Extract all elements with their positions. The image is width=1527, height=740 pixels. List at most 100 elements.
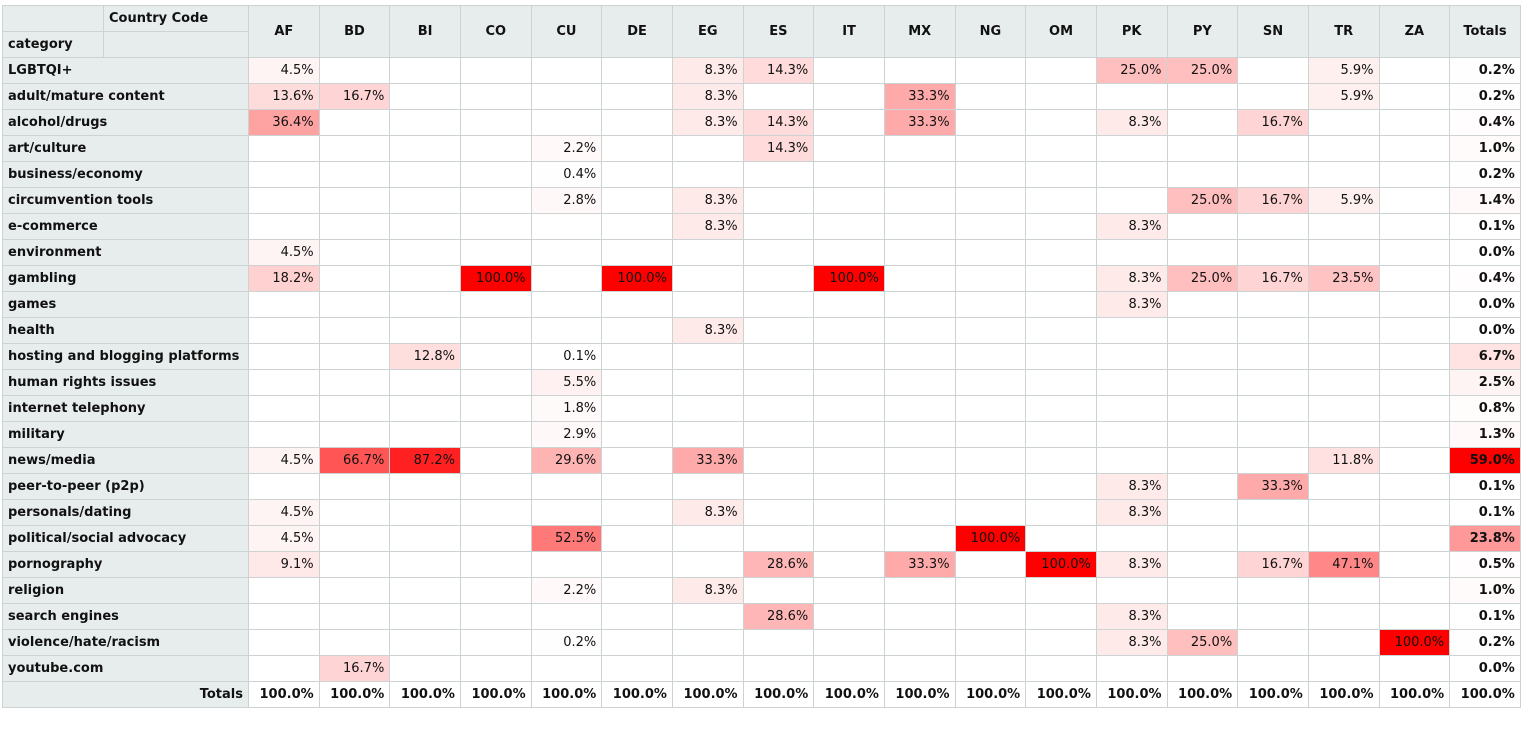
value-cell: 23.8%	[1449, 525, 1521, 552]
value-cell	[389, 421, 461, 448]
value-cell: 28.6%	[742, 551, 815, 578]
value-cell	[459, 135, 532, 162]
value-cell	[671, 265, 744, 292]
value-cell	[459, 551, 532, 578]
value-cell	[1166, 447, 1239, 474]
value-cell	[954, 577, 1027, 604]
value-cell	[248, 291, 320, 318]
value-cell	[1095, 655, 1168, 682]
value-cell	[1166, 551, 1239, 578]
column-header: CU	[530, 5, 603, 58]
value-cell	[1237, 317, 1309, 344]
value-cell	[318, 629, 391, 656]
value-cell	[1307, 395, 1380, 422]
value-cell: 0.8%	[1449, 395, 1521, 422]
value-cell	[389, 655, 461, 682]
value-cell: 0.1%	[530, 343, 603, 370]
value-cell	[1237, 369, 1309, 396]
value-cell	[1307, 161, 1380, 188]
value-cell	[601, 317, 673, 344]
value-cell	[459, 187, 532, 214]
value-cell	[883, 343, 956, 370]
value-cell	[742, 525, 815, 552]
value-cell	[954, 135, 1027, 162]
value-cell	[389, 603, 461, 630]
value-cell	[1237, 291, 1309, 318]
value-cell	[1025, 447, 1097, 474]
value-cell	[742, 421, 815, 448]
value-cell	[248, 161, 320, 188]
value-cell	[318, 291, 391, 318]
total-cell: 100.0%	[601, 681, 673, 708]
value-cell	[742, 291, 815, 318]
value-cell	[459, 109, 532, 136]
row-label: art/culture	[2, 135, 249, 162]
value-cell	[1025, 317, 1097, 344]
value-cell	[671, 421, 744, 448]
value-cell: 0.4%	[530, 161, 603, 188]
value-cell	[1166, 499, 1239, 526]
value-cell	[954, 109, 1027, 136]
column-header: Totals	[1449, 5, 1521, 58]
value-cell	[1025, 655, 1097, 682]
value-cell	[601, 603, 673, 630]
value-cell	[530, 473, 603, 500]
value-cell	[1025, 421, 1097, 448]
value-cell	[601, 395, 673, 422]
value-cell	[1166, 421, 1239, 448]
pivot-table: Country Code AF BD BI CO CU DE EG ES IT MX NG OM PK PY…	[2, 5, 1521, 708]
value-cell	[459, 499, 532, 526]
value-cell	[318, 317, 391, 344]
value-cell: 12.8%	[389, 343, 461, 370]
value-cell	[1166, 317, 1239, 344]
value-cell	[742, 213, 815, 240]
value-cell	[813, 135, 885, 162]
row-label: games	[2, 291, 249, 318]
value-cell	[1307, 343, 1380, 370]
value-cell	[671, 239, 744, 266]
value-cell	[1025, 57, 1097, 84]
value-cell	[318, 421, 391, 448]
row-label: human rights issues	[2, 369, 249, 396]
corner-row-label: category	[2, 31, 104, 58]
value-cell	[318, 395, 391, 422]
column-header: CO	[459, 5, 532, 58]
value-cell: 0.1%	[1449, 213, 1521, 240]
value-cell	[248, 655, 320, 682]
column-header: OM	[1025, 5, 1097, 58]
value-cell: 1.3%	[1449, 421, 1521, 448]
corner-cell	[103, 31, 249, 58]
value-cell	[318, 473, 391, 500]
value-cell	[389, 525, 461, 552]
value-cell	[1307, 473, 1380, 500]
value-cell: 4.5%	[248, 499, 320, 526]
value-cell	[601, 629, 673, 656]
value-cell	[813, 239, 885, 266]
value-cell	[248, 317, 320, 344]
value-cell	[1237, 83, 1309, 110]
value-cell	[1237, 629, 1309, 656]
row-label: alcohol/drugs	[2, 109, 249, 136]
value-cell	[1378, 265, 1451, 292]
value-cell	[1307, 499, 1380, 526]
row-label: hosting and blogging platforms	[2, 343, 249, 370]
value-cell	[1025, 135, 1097, 162]
total-cell: 100.0%	[1449, 681, 1521, 708]
value-cell	[671, 629, 744, 656]
value-cell	[671, 291, 744, 318]
value-cell	[318, 213, 391, 240]
total-cell: 100.0%	[1378, 681, 1451, 708]
value-cell: 100.0%	[954, 525, 1027, 552]
value-cell: 100.0%	[1378, 629, 1451, 656]
value-cell: 1.8%	[530, 395, 603, 422]
value-cell	[813, 655, 885, 682]
data-row: political/social advocacy 4.5% 52.5% 100.0%…	[2, 525, 1521, 552]
value-cell: 33.3%	[1237, 473, 1309, 500]
row-label: LGBTQI+	[2, 57, 249, 84]
value-cell	[459, 655, 532, 682]
row-label: violence/hate/racism	[2, 629, 249, 656]
value-cell	[1378, 291, 1451, 318]
value-cell	[1095, 317, 1168, 344]
value-cell	[1378, 239, 1451, 266]
value-cell: 25.0%	[1166, 187, 1239, 214]
